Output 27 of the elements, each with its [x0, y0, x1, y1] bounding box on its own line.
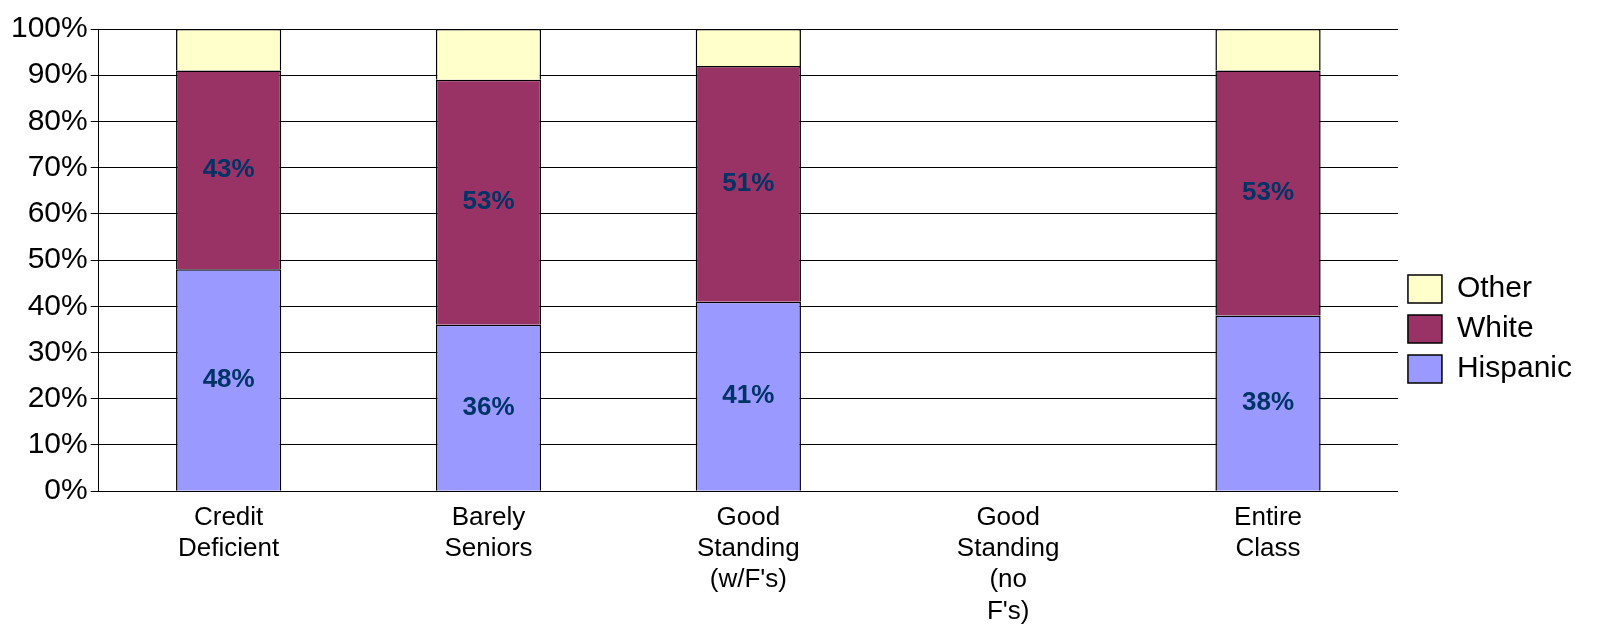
y-tick-label: 80% [27, 102, 88, 136]
data-label: 53% [1242, 176, 1295, 207]
y-tick-label: 40% [27, 287, 88, 321]
data-label: 36% [462, 390, 515, 421]
data-label: 48% [202, 363, 255, 394]
y-tick-label: 90% [27, 56, 88, 90]
data-label: 38% [1242, 386, 1295, 417]
y-tick-label: 30% [27, 333, 88, 367]
y-tick-label: 0% [44, 472, 88, 506]
data-label: 43% [202, 153, 255, 184]
y-tick-label: 100% [10, 10, 88, 44]
y-tick-label: 60% [27, 195, 88, 229]
legend-label: Hispanic [1456, 350, 1573, 384]
legend-label: Other [1456, 270, 1532, 304]
x-tick-label: Entire Class [1234, 500, 1302, 563]
y-tick-label: 10% [27, 426, 88, 460]
x-tick-label: Barely Seniors [444, 500, 533, 563]
y-tick-label: 50% [27, 241, 88, 275]
x-tick-label: Good Standing (no F's) [956, 500, 1060, 625]
x-tick-label: Good Standing (w/F's) [697, 500, 800, 594]
x-tick-label: Credit Deficient [178, 500, 281, 563]
data-label: 53% [462, 185, 515, 216]
data-label: 51% [722, 167, 775, 198]
y-tick-label: 70% [27, 148, 88, 182]
legend-label: White [1456, 310, 1534, 344]
y-tick-label: 20% [27, 380, 88, 414]
data-label: 41% [722, 379, 775, 410]
